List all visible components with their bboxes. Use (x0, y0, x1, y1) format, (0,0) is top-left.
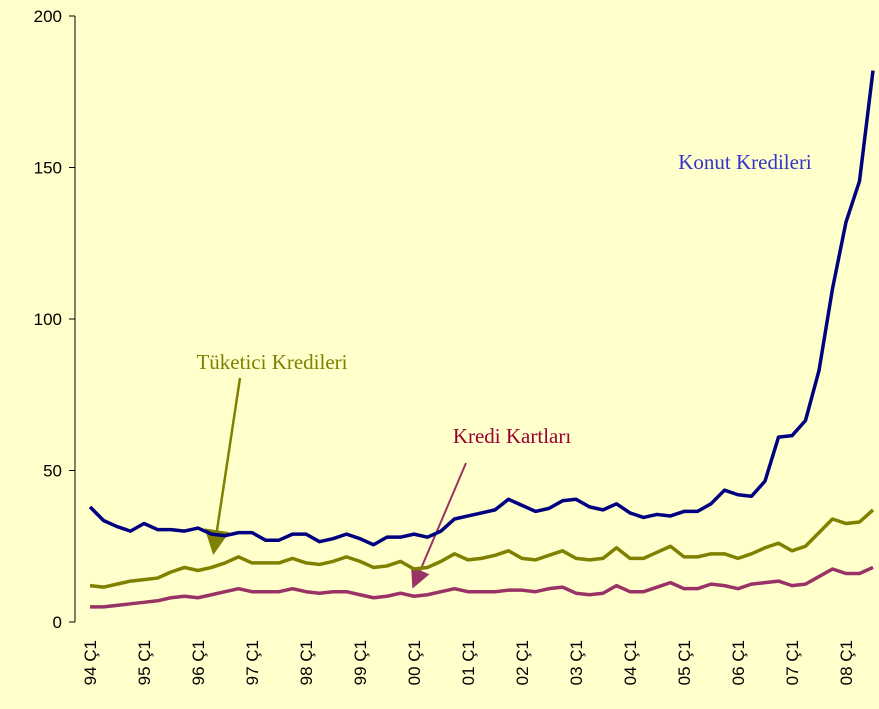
x-tick-label: 95 Ç1 (135, 640, 154, 685)
x-tick-label: 97 Ç1 (243, 640, 262, 685)
annotation-arrow (204, 377, 242, 555)
y-tick-label: 50 (43, 462, 62, 481)
y-tick-label: 150 (34, 159, 62, 178)
series-line (90, 565, 874, 609)
x-tick-label: 01 Ç1 (459, 640, 478, 685)
y-tick-label: 100 (34, 310, 62, 329)
x-tick-label: 06 Ç1 (729, 640, 748, 685)
y-tick-label: 0 (53, 613, 62, 632)
y-tick-label: 200 (34, 7, 62, 26)
x-tick-label: 08 Ç1 (837, 640, 856, 685)
x-tick-label: 02 Ç1 (513, 640, 532, 685)
x-tick-label: 05 Ç1 (675, 640, 694, 685)
x-tick-label: 99 Ç1 (351, 640, 370, 685)
series-label: Tüketici Kredileri (196, 350, 347, 374)
series-line (88, 70, 875, 547)
x-tick-label: 07 Ç1 (783, 640, 802, 685)
x-tick-label: 03 Ç1 (567, 640, 586, 685)
x-tick-label: 94 Ç1 (81, 640, 100, 685)
x-tick-label: 96 Ç1 (189, 640, 208, 685)
x-tick-label: 98 Ç1 (297, 640, 316, 685)
series-line (89, 508, 875, 589)
series-label: Konut Kredileri (678, 150, 812, 174)
series-label: Kredi Kartları (453, 424, 572, 448)
annotation-arrow (411, 462, 467, 589)
x-tick-label: 00 Ç1 (405, 640, 424, 685)
x-tick-label: 04 Ç1 (621, 640, 640, 685)
